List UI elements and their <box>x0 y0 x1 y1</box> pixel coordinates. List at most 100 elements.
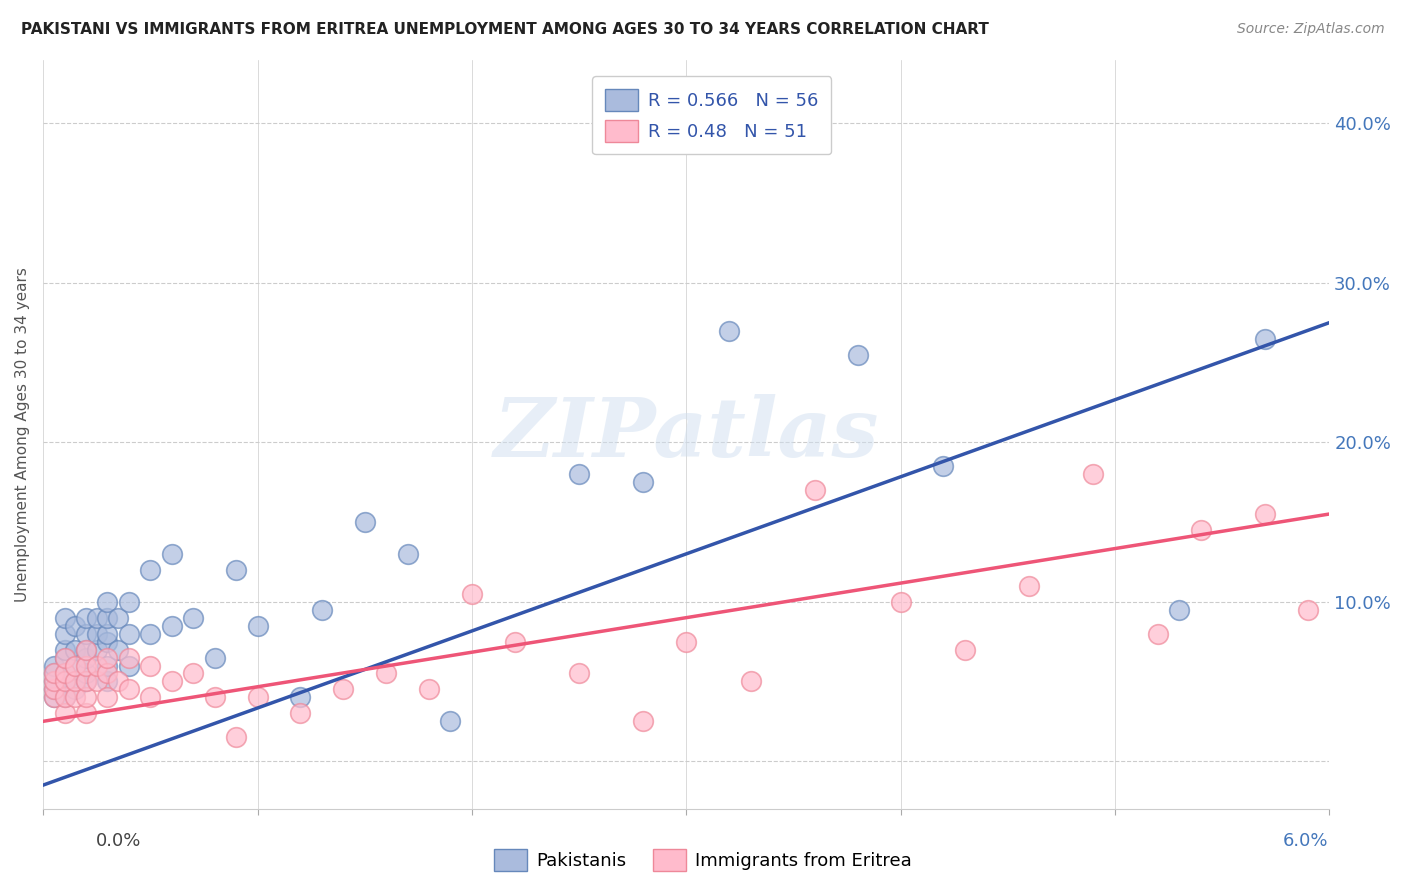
Point <box>53 674 76 689</box>
Point <box>160 547 183 561</box>
Point <box>53 650 76 665</box>
Point <box>75 666 97 681</box>
Point <box>96 690 118 705</box>
Point <box>42 666 65 681</box>
Point <box>86 642 108 657</box>
Point <box>375 666 398 681</box>
Point <box>65 618 87 632</box>
Point <box>118 682 141 697</box>
Point <box>96 595 118 609</box>
Point <box>75 610 97 624</box>
Point <box>65 658 87 673</box>
Point <box>86 610 108 624</box>
Point <box>53 674 76 689</box>
Point <box>42 674 65 689</box>
Point <box>290 706 312 721</box>
Point <box>53 666 76 681</box>
Point <box>418 682 440 697</box>
Point <box>42 682 65 697</box>
Point <box>42 674 65 689</box>
Point <box>75 690 97 705</box>
Point <box>1083 467 1105 482</box>
Point <box>139 690 162 705</box>
Point <box>890 595 912 609</box>
Point <box>107 610 129 624</box>
Point <box>75 674 97 689</box>
Point <box>75 706 97 721</box>
Point <box>1189 523 1212 537</box>
Point <box>633 475 655 490</box>
Point <box>65 682 87 697</box>
Point <box>53 650 76 665</box>
Point <box>96 626 118 640</box>
Point <box>75 658 97 673</box>
Point <box>139 626 162 640</box>
Point <box>118 626 141 640</box>
Point <box>42 666 65 681</box>
Point <box>53 626 76 640</box>
Point <box>290 690 312 705</box>
Text: PAKISTANI VS IMMIGRANTS FROM ERITREA UNEMPLOYMENT AMONG AGES 30 TO 34 YEARS CORR: PAKISTANI VS IMMIGRANTS FROM ERITREA UNE… <box>21 22 988 37</box>
Point <box>204 650 226 665</box>
Text: 6.0%: 6.0% <box>1284 831 1329 849</box>
Point <box>75 626 97 640</box>
Point <box>804 483 827 497</box>
Point <box>86 674 108 689</box>
Point <box>75 642 97 657</box>
Point <box>96 634 118 648</box>
Point <box>53 690 76 705</box>
Point <box>439 714 461 729</box>
Point <box>96 666 118 681</box>
Point <box>1254 332 1277 346</box>
Point <box>53 706 76 721</box>
Point <box>246 618 269 632</box>
Point <box>1018 579 1040 593</box>
Point <box>65 642 87 657</box>
Point <box>225 731 247 745</box>
Point <box>96 650 118 665</box>
Point <box>65 658 87 673</box>
Point <box>75 674 97 689</box>
Point <box>53 642 76 657</box>
Point <box>107 642 129 657</box>
Legend: Pakistanis, Immigrants from Eritrea: Pakistanis, Immigrants from Eritrea <box>488 842 918 879</box>
Point <box>53 610 76 624</box>
Point <box>953 642 976 657</box>
Point <box>118 650 141 665</box>
Point <box>633 714 655 729</box>
Point <box>107 674 129 689</box>
Point <box>42 682 65 697</box>
Text: Source: ZipAtlas.com: Source: ZipAtlas.com <box>1237 22 1385 37</box>
Point <box>846 348 869 362</box>
Point <box>204 690 226 705</box>
Point <box>675 634 697 648</box>
Point <box>332 682 354 697</box>
Point <box>65 674 87 689</box>
Point <box>42 690 65 705</box>
Point <box>225 563 247 577</box>
Point <box>53 690 76 705</box>
Legend: R = 0.566   N = 56, R = 0.48   N = 51: R = 0.566 N = 56, R = 0.48 N = 51 <box>592 76 831 154</box>
Point <box>75 642 97 657</box>
Point <box>86 658 108 673</box>
Point <box>1296 603 1319 617</box>
Point <box>353 515 375 529</box>
Point <box>53 666 76 681</box>
Point <box>42 658 65 673</box>
Point <box>42 690 65 705</box>
Point <box>96 658 118 673</box>
Point <box>396 547 419 561</box>
Point <box>1254 507 1277 521</box>
Point <box>932 459 955 474</box>
Point <box>246 690 269 705</box>
Text: 0.0%: 0.0% <box>96 831 141 849</box>
Point <box>1168 603 1191 617</box>
Point <box>86 626 108 640</box>
Point <box>96 674 118 689</box>
Point <box>160 674 183 689</box>
Point <box>96 610 118 624</box>
Point <box>311 603 333 617</box>
Point <box>181 666 204 681</box>
Point <box>503 634 526 648</box>
Point <box>139 658 162 673</box>
